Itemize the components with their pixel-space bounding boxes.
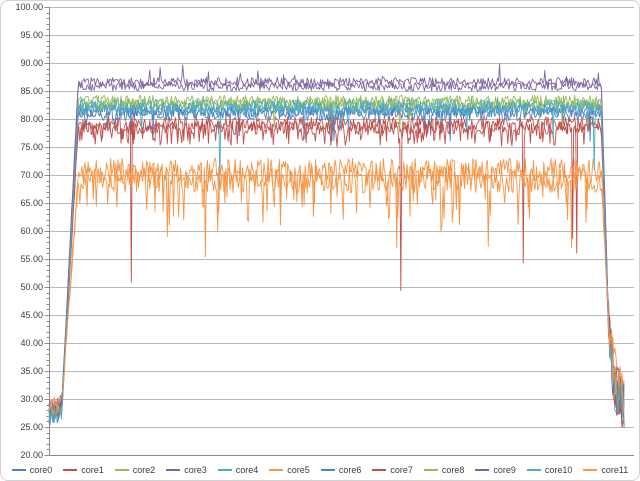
legend-label: core8 xyxy=(441,464,465,475)
y-tick-label: 80.00 xyxy=(20,114,43,124)
legend-line-swatch xyxy=(114,469,129,471)
legend-item: core11 xyxy=(583,464,629,475)
y-tick-label: 20.00 xyxy=(20,450,43,460)
legend-item: core4 xyxy=(217,464,259,475)
legend-item: core8 xyxy=(423,464,465,475)
legend-item: core9 xyxy=(475,464,516,475)
legend-label: core2 xyxy=(132,464,156,475)
legend-item: core3 xyxy=(166,464,207,475)
series-line-core6 xyxy=(48,106,625,426)
legend-item: core6 xyxy=(320,464,362,475)
y-tick-label: 40.00 xyxy=(20,338,43,348)
legend-line-swatch xyxy=(372,469,387,471)
legend-line-swatch xyxy=(166,469,181,471)
y-tick-label: 60.00 xyxy=(20,226,43,236)
series-line-core3 xyxy=(48,63,625,416)
legend-label: core10 xyxy=(544,464,573,475)
legend-label: core5 xyxy=(287,464,310,475)
y-tick-label: 50.00 xyxy=(20,282,43,292)
y-tick-label: 25.00 xyxy=(20,422,43,432)
series-line-core0 xyxy=(48,102,625,429)
series-line-core11 xyxy=(48,165,625,414)
legend-label: core3 xyxy=(184,464,207,475)
y-tick-label: 85.00 xyxy=(20,86,43,96)
y-tick-label: 70.00 xyxy=(20,170,43,180)
legend-line-swatch xyxy=(526,469,541,471)
legend-label: core1 xyxy=(81,464,104,475)
legend-item: core7 xyxy=(372,464,413,475)
legend-line-swatch xyxy=(475,469,490,471)
series-line-core8 xyxy=(48,98,625,417)
series-line-core4 xyxy=(48,98,625,429)
legend-line-swatch xyxy=(11,469,26,471)
y-tick-label: 35.00 xyxy=(20,366,43,376)
legend-item: core5 xyxy=(269,464,310,475)
series-line-core9 xyxy=(48,74,625,415)
y-tick-label: 30.00 xyxy=(20,394,43,404)
series-line-core5 xyxy=(48,157,625,419)
series-line-core10 xyxy=(48,101,625,423)
y-tick-label: 45.00 xyxy=(20,310,43,320)
legend-item: core1 xyxy=(63,464,104,475)
legend: core0 core1 core2 core3 core4 core5 core6 core7… xyxy=(1,463,639,477)
legend-line-swatch xyxy=(583,469,598,471)
legend-label: core9 xyxy=(493,464,516,475)
legend-line-swatch xyxy=(269,469,284,471)
legend-item: core2 xyxy=(114,464,156,475)
legend-label: core6 xyxy=(338,464,362,475)
legend-label: core11 xyxy=(601,464,629,475)
legend-label: core0 xyxy=(29,464,53,475)
legend-label: core4 xyxy=(235,464,259,475)
y-tick-label: 75.00 xyxy=(20,142,43,152)
y-tick-label: 95.00 xyxy=(20,30,43,40)
y-tick-label: 65.00 xyxy=(20,198,43,208)
y-tick-label: 100.00 xyxy=(15,2,43,12)
legend-label: core7 xyxy=(390,464,413,475)
series-line-core7 xyxy=(48,120,625,428)
legend-line-swatch xyxy=(320,469,335,471)
legend-item: core10 xyxy=(526,464,573,475)
legend-item: core0 xyxy=(11,464,53,475)
legend-line-swatch xyxy=(63,469,78,471)
legend-line-swatch xyxy=(423,469,438,471)
y-tick-label: 55.00 xyxy=(20,254,43,264)
y-tick-label: 90.00 xyxy=(20,58,43,68)
series-line-core1 xyxy=(48,116,625,426)
legend-line-swatch xyxy=(217,469,232,471)
